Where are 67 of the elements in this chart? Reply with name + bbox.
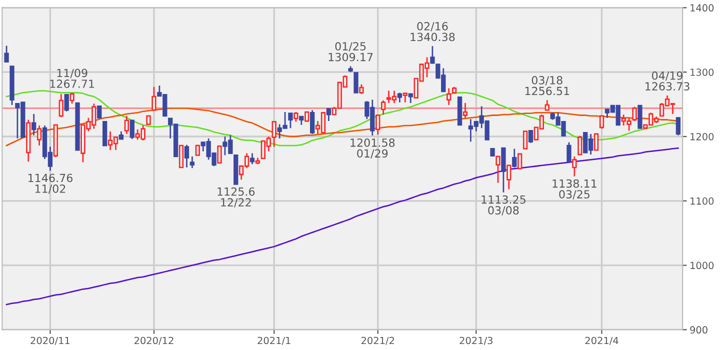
candlestick bbox=[217, 145, 222, 164]
candlestick bbox=[397, 92, 402, 104]
annotation: 1146.76 11/02 bbox=[28, 174, 72, 194]
candlestick bbox=[462, 102, 468, 119]
candlestick bbox=[638, 104, 642, 129]
candlestick bbox=[310, 109, 315, 135]
candlestick bbox=[676, 116, 681, 136]
annotation: 1125.6 12/22 bbox=[218, 187, 255, 208]
candlestick bbox=[408, 93, 413, 104]
candlestick bbox=[599, 114, 604, 130]
candlestick bbox=[102, 120, 108, 146]
y-tick-label: 1200 bbox=[690, 132, 714, 140]
x-tick-label: 2021/3 bbox=[460, 336, 492, 345]
y-tick-label: 1400 bbox=[690, 4, 714, 12]
x-tick-label: 2020/11 bbox=[30, 336, 70, 345]
candlestick bbox=[294, 111, 298, 122]
candlestick bbox=[124, 115, 129, 135]
candlestick bbox=[36, 124, 42, 146]
candlestick bbox=[32, 113, 36, 136]
candlestick bbox=[64, 93, 69, 112]
x-tick-label: 2021/2 bbox=[361, 336, 394, 345]
candlestick bbox=[578, 135, 582, 156]
annotation: 01/25 1309.17 bbox=[328, 42, 373, 62]
x-tick-label: 2021/1 bbox=[258, 336, 290, 345]
candlestick bbox=[522, 130, 528, 150]
candlestick bbox=[380, 100, 386, 116]
candlestick bbox=[506, 164, 512, 190]
candlestick bbox=[572, 156, 577, 178]
candlestick bbox=[288, 112, 293, 129]
candlestick bbox=[184, 144, 190, 168]
candlestick bbox=[178, 144, 184, 168]
annotation: 02/16 1340.38 bbox=[410, 22, 455, 42]
candlestick bbox=[359, 84, 364, 95]
candlestick bbox=[152, 86, 156, 111]
y-tick-label: 1300 bbox=[690, 68, 714, 76]
candlestick bbox=[58, 93, 64, 118]
candlestick bbox=[501, 147, 506, 194]
y-tick-label: 1000 bbox=[690, 262, 714, 270]
y-tick-label: 900 bbox=[690, 326, 708, 334]
candlestick bbox=[4, 45, 9, 62]
candlestick bbox=[632, 106, 637, 122]
candlestick bbox=[97, 106, 102, 119]
candlestick bbox=[518, 152, 522, 170]
candlestick bbox=[354, 72, 358, 94]
candlestick bbox=[70, 92, 74, 104]
x-tick-label: 2021/4 bbox=[585, 336, 618, 345]
candlestick bbox=[512, 148, 517, 168]
candlestick bbox=[446, 88, 452, 106]
candlestick bbox=[250, 152, 255, 165]
candlestick bbox=[496, 156, 500, 184]
annotation: 11/09 1267.71 bbox=[50, 68, 94, 88]
annotation: 1113.25 03/08 bbox=[482, 195, 526, 216]
candlestick bbox=[130, 120, 134, 140]
candlestick bbox=[190, 156, 195, 169]
x-tick-label: 2020/12 bbox=[134, 336, 174, 345]
candlestick bbox=[376, 114, 380, 136]
candlestick bbox=[326, 107, 332, 122]
candlestick bbox=[528, 130, 534, 144]
candlestick bbox=[544, 99, 550, 111]
candlestick bbox=[402, 92, 408, 104]
annotation: 1201.58 01/29 bbox=[350, 138, 395, 158]
annotation: 03/18 1256.51 bbox=[525, 76, 570, 96]
candlestick bbox=[566, 142, 572, 162]
y-tick-label: 1100 bbox=[690, 197, 714, 205]
annotation: 1138.11 03/25 bbox=[552, 179, 596, 200]
candlestick bbox=[594, 132, 599, 151]
annotation: 04/19 1263.73 bbox=[646, 71, 690, 91]
